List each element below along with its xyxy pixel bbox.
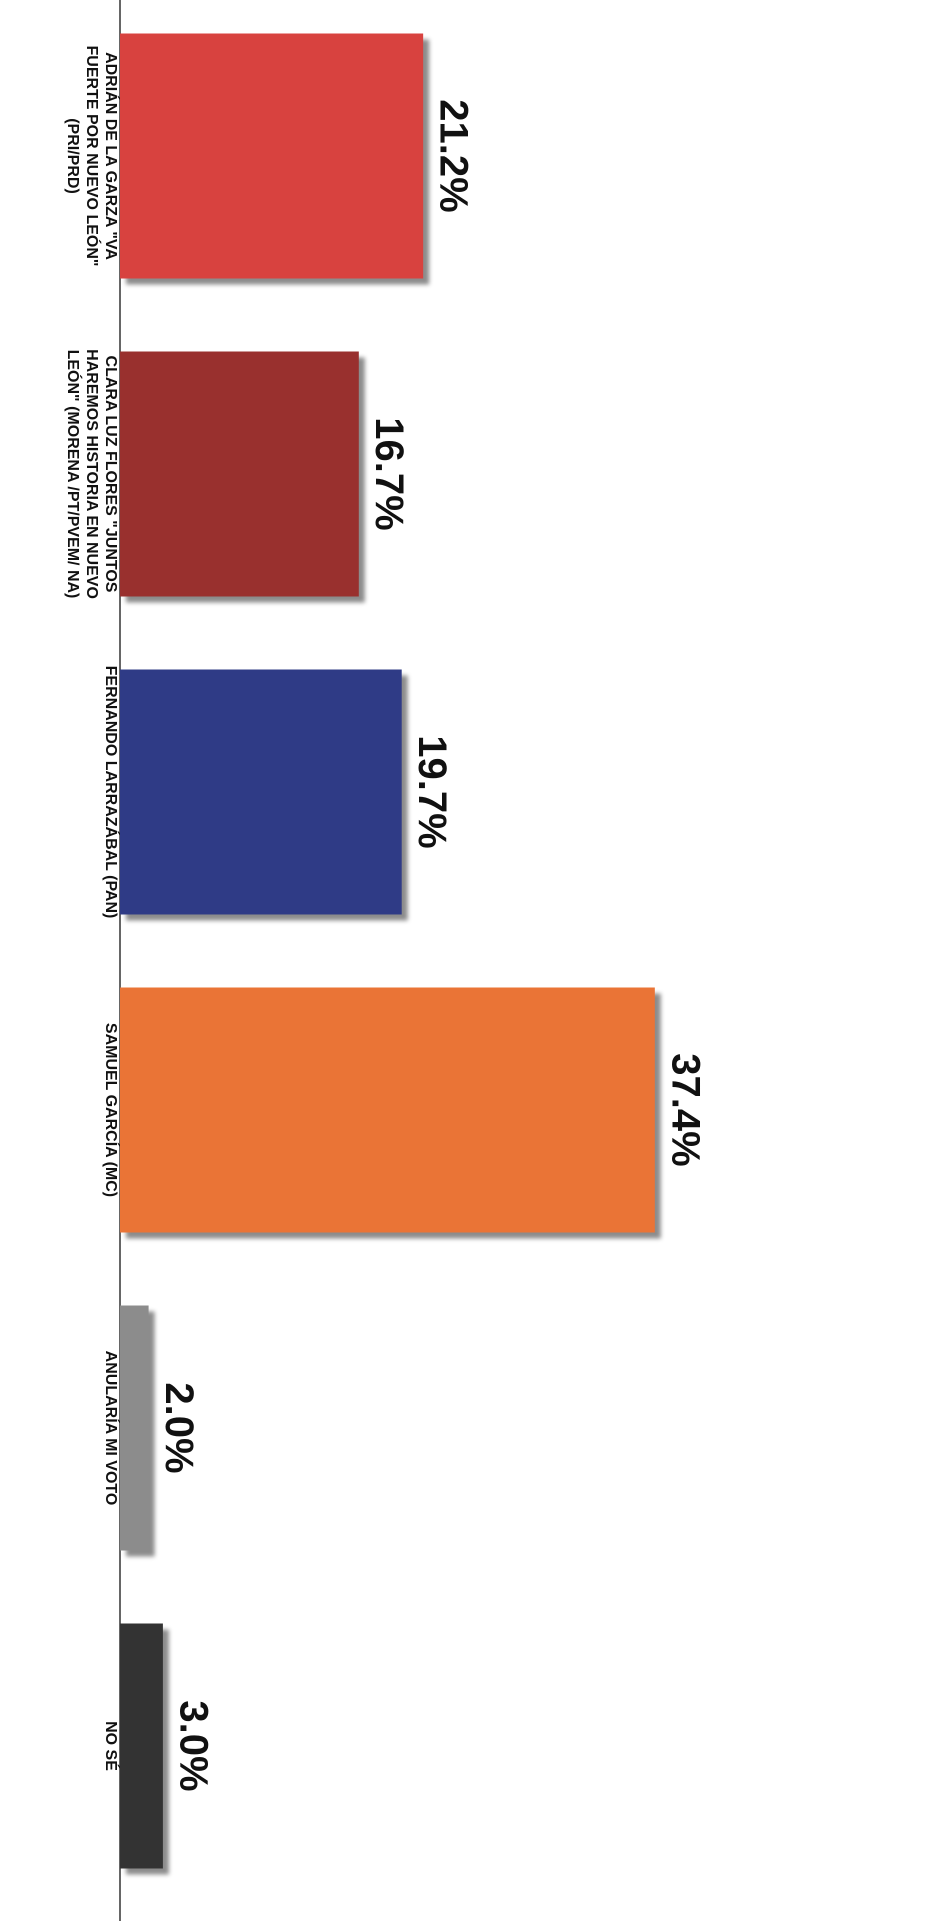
value-label: 3.0% — [171, 1700, 215, 1791]
value-label: 37.4% — [663, 1053, 707, 1166]
bar — [120, 669, 402, 915]
category-label: SAMUEL GARCÍA (MC) — [102, 1023, 121, 1197]
bar — [120, 33, 424, 279]
category-label: ANULARÍA MI VOTO — [102, 1351, 121, 1506]
category-label: ADRIÁN DE LA GARZA "VAFUERTE POR NUEVO L… — [64, 46, 121, 267]
bar — [120, 1305, 149, 1551]
bar — [120, 1623, 163, 1869]
bar — [120, 987, 655, 1233]
value-label: 2.0% — [157, 1382, 201, 1473]
value-label: 16.7% — [367, 417, 411, 530]
category-label: NO SÉ — [102, 1721, 121, 1771]
bar — [120, 351, 359, 597]
value-label: 19.7% — [410, 735, 454, 848]
value-label: 21.2% — [432, 99, 476, 212]
category-label: FERNANDO LARRAZÁBAL (PAN) — [102, 666, 121, 919]
category-label: CLARA LUZ FLORES "JUNTOSHAREMOS HISTORIA… — [64, 349, 119, 599]
